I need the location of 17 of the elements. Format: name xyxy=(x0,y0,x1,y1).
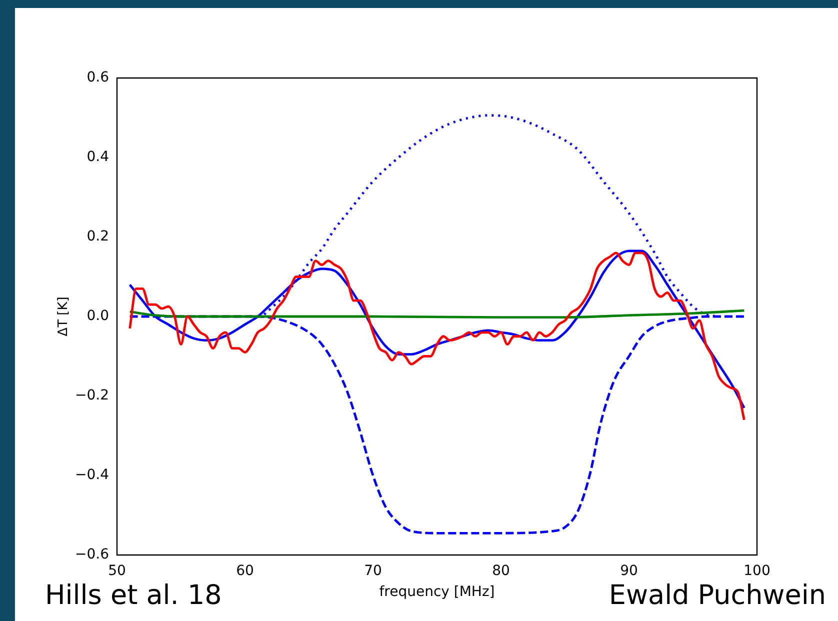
y-tick-label: 0.0 xyxy=(86,308,109,324)
x-tick-label: 70 xyxy=(364,563,382,580)
y-tick-label: −0.2 xyxy=(75,388,109,404)
y-tick-label: 0.2 xyxy=(86,228,109,245)
x-tick-label: 90 xyxy=(620,563,638,580)
text: Hills et al. 18 xyxy=(45,580,222,611)
x-tick-label: 60 xyxy=(236,563,254,580)
text: Ewald Puchwein xyxy=(608,580,826,611)
y-tick-label: −0.6 xyxy=(75,546,110,563)
y-tick-label: 0.4 xyxy=(86,149,110,166)
x-tick-label: 100 xyxy=(744,563,770,580)
y-tick-label: −0.4 xyxy=(75,467,110,484)
y-tick-label: 0.6 xyxy=(86,70,110,86)
y-axis-title: ΔT [K] xyxy=(56,296,72,336)
x-axis-title: frequency [MHz] xyxy=(379,584,495,600)
x-tick-label: 80 xyxy=(492,563,510,580)
x-tick-label: 50 xyxy=(108,563,126,580)
